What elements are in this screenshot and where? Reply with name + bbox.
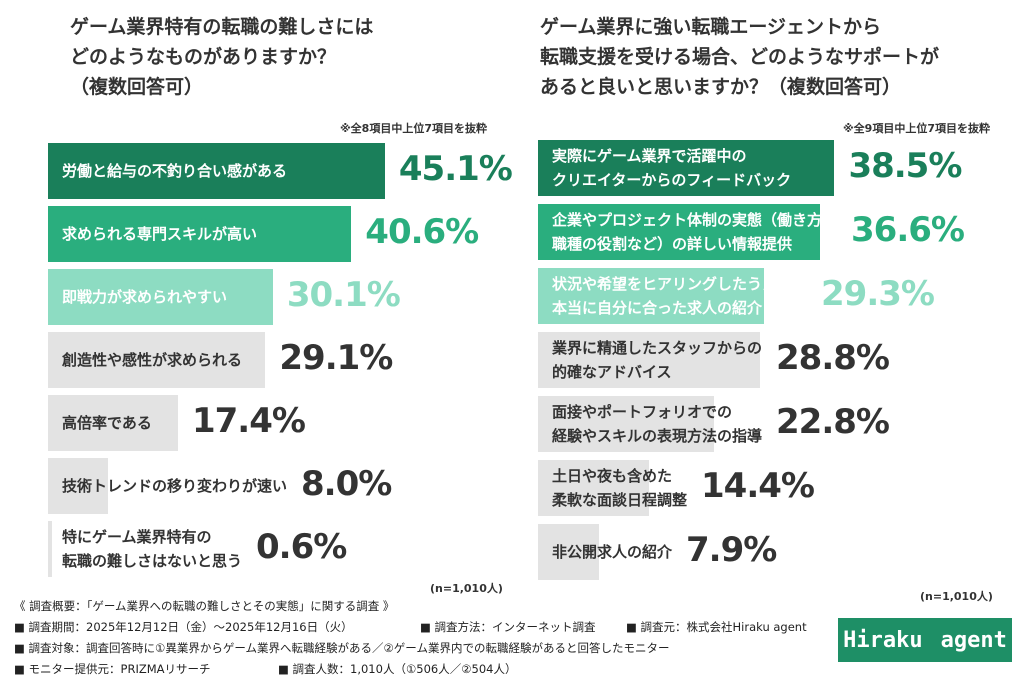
value-label: 29.1% xyxy=(279,338,393,378)
chart-title: ゲーム業界に強い転職エージェントから 転職支援を受ける場合、どのようなサポートが… xyxy=(540,16,940,98)
sample-size: (n=1,010人) xyxy=(430,582,503,595)
value-label: 17.4% xyxy=(191,401,306,441)
footer-item: ■ モニター提供元：PRIZMAリサーチ xyxy=(14,662,211,676)
logo-text: Hiraku xyxy=(843,627,923,653)
value-label: 28.8% xyxy=(776,338,890,378)
bar-label: 非公開求人の紹介 xyxy=(552,543,673,561)
bar xyxy=(538,396,714,452)
bar xyxy=(538,268,764,324)
footer-item: ■ 調査人数：1,010人（①506人／②504人） xyxy=(278,662,517,676)
value-label: 38.5% xyxy=(848,146,962,186)
bar-label: 土日や夜も含めた 柔軟な面談日程調整 xyxy=(552,467,688,509)
bar-label: 求められる専門スキルが高い xyxy=(62,225,258,243)
bar-label: 状況や希望をヒアリングしたうえでの 本当に自分に合った求人の紹介 xyxy=(552,275,807,317)
value-label: 30.1% xyxy=(286,275,401,315)
footer-item: ■ 調査方法：インターネット調査 xyxy=(420,620,596,634)
value-label: 8.0% xyxy=(301,464,392,504)
bar-label: 創造性や感性が求められる xyxy=(62,351,243,369)
bar xyxy=(538,524,599,580)
bar xyxy=(48,206,352,262)
value-label: 7.9% xyxy=(686,530,777,570)
chart-note: ※全8項目中上位7項目を抜粋 xyxy=(339,122,487,135)
logo: Hiraku agent xyxy=(838,618,1012,662)
value-label: 22.8% xyxy=(776,402,890,442)
sample-size: (n=1,010人) xyxy=(920,590,993,603)
bar xyxy=(538,460,649,516)
bar-label: 特にゲーム業界特有の 転職の難しさはないと思う xyxy=(62,528,243,570)
value-label: 14.4% xyxy=(701,466,815,506)
bar xyxy=(538,204,820,260)
bar xyxy=(538,332,760,388)
value-label: 45.1% xyxy=(398,149,513,189)
footer-item: ■ 調査対象：調査回答時に①異業界からゲーム業界へ転職経験がある／②ゲーム業界内… xyxy=(14,641,670,655)
bar xyxy=(48,269,273,325)
bar-label: 業界に精通したスタッフからの 的確なアドバイス xyxy=(552,339,763,381)
value-label: 36.6% xyxy=(851,210,965,250)
bar xyxy=(48,458,108,514)
chart-note: ※全9項目中上位7項目を抜粋 xyxy=(842,122,990,135)
bar-label: 労働と給与の不釣り合い感がある xyxy=(62,162,288,180)
bar xyxy=(48,143,385,199)
value-label: 29.3% xyxy=(821,274,935,314)
bar xyxy=(48,521,53,577)
bar-label: 高倍率である xyxy=(62,414,152,432)
chart-title: ゲーム業界特有の転職の難しさには どのようなものがありますか？ （複数回答可） xyxy=(70,16,374,98)
bar-label: 技術トレンドの移り変わりが速い xyxy=(62,477,288,495)
value-label: 0.6% xyxy=(256,527,347,567)
logo-text: agent xyxy=(940,627,1007,653)
footer-item: ■ 調査期間：2025年12月12日（金）〜2025年12月16日（火） xyxy=(14,620,353,634)
footer-summary: 《 調査概要：「ゲーム業界への転職の難しさとその実態」に関する調査 》 xyxy=(14,599,395,613)
value-label: 40.6% xyxy=(365,212,479,252)
bar-label: 面接やポートフォリオでの 経験やスキルの表現方法の指導 xyxy=(552,403,763,445)
footer-item: ■ 調査元：株式会社Hiraku agent xyxy=(626,620,807,634)
bar xyxy=(538,140,835,196)
bar-label: 実際にゲーム業界で活躍中の クリエイターからのフィードバック xyxy=(552,147,792,189)
bar xyxy=(48,395,178,451)
bar-label: 即戦力が求められやすい xyxy=(62,288,228,306)
bar xyxy=(48,332,266,388)
bar-label: 企業やプロジェクト体制の実態（働き方・ 職種の役割など）の詳しい情報提供 xyxy=(552,211,838,253)
